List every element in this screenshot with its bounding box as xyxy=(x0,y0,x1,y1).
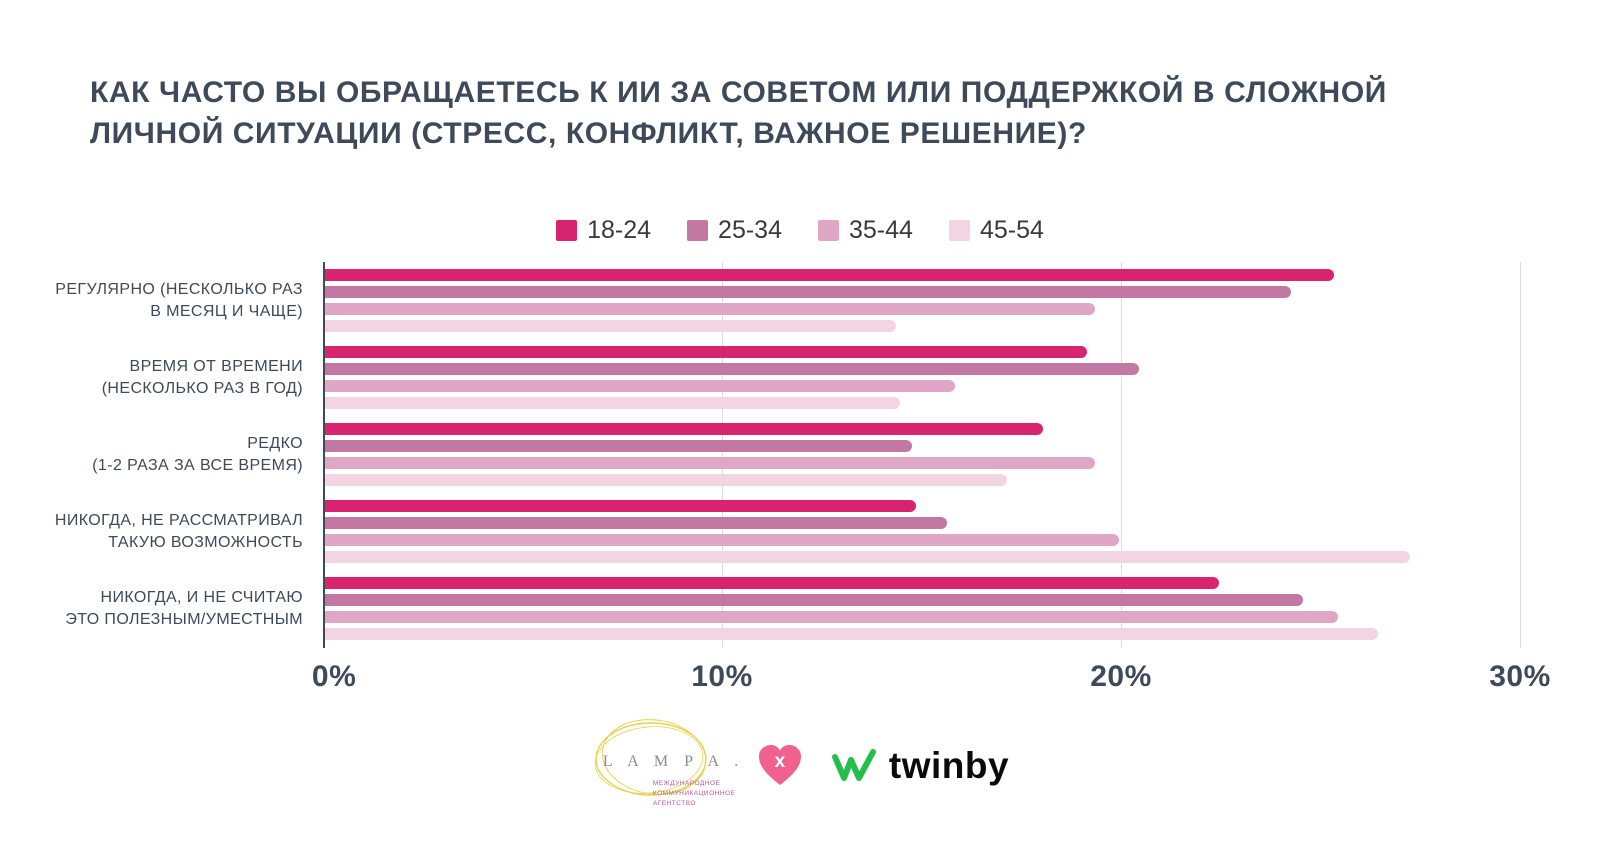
bar-25-34-row4 xyxy=(325,517,948,529)
bar-25-34-row5 xyxy=(325,594,1303,606)
bar-25-34-row1 xyxy=(325,286,1291,298)
legend: 18-24 25-34 35-44 45-54 xyxy=(0,216,1600,245)
x-tick-30pct: 30% xyxy=(1489,660,1551,693)
plot-area xyxy=(323,262,1521,648)
bar-35-44-row1 xyxy=(325,303,1096,315)
category-label: РЕДКО (1-2 РАЗА ЗА ВСЕ ВРЕМЯ) xyxy=(92,434,303,474)
gridline xyxy=(1121,262,1122,648)
category-labels: РЕГУЛЯРНО (НЕСКОЛЬКО РАЗ В МЕСЯЦ И ЧАЩЕ)… xyxy=(0,262,313,648)
y-axis-line xyxy=(323,262,325,648)
legend-item-18-24: 18-24 xyxy=(556,216,651,245)
x-tick-20pct: 20% xyxy=(1090,660,1152,693)
bar-18-24-row2 xyxy=(325,346,1088,358)
x-axis-ticks: 0% 10% 20% 30% xyxy=(312,660,1550,704)
legend-swatch xyxy=(687,220,709,241)
lampa-subtitle: МЕЖДУНАРОДНОЕ КОММУНИКАЦИОННОЕ АГЕНТСТВО xyxy=(652,780,736,807)
category-label: РЕГУЛЯРНО (НЕСКОЛЬКО РАЗ В МЕСЯЦ И ЧАЩЕ) xyxy=(55,280,303,320)
bar-45-54-row4 xyxy=(325,551,1411,563)
footer-logos: L A M P A . МЕЖДУНАРОДНОЕ КОММУНИКАЦИОНН… xyxy=(0,708,1600,818)
category-label: НИКОГДА, НЕ РАССМАТРИВАЛ ТАКУЮ ВОЗМОЖНОС… xyxy=(54,511,303,551)
bar-18-24-row1 xyxy=(325,269,1335,281)
legend-swatch xyxy=(556,220,578,241)
bar-45-54-row2 xyxy=(325,397,900,409)
bar-35-44-row2 xyxy=(325,380,956,392)
legend-swatch xyxy=(948,220,970,241)
bar-45-54-row3 xyxy=(325,474,1008,486)
legend-label: 35-44 xyxy=(849,216,913,244)
legend-label: 18-24 xyxy=(587,216,652,244)
lampa-logo: L A M P A . МЕЖДУНАРОДНОЕ КОММУНИКАЦИОНН… xyxy=(591,715,738,811)
bar-35-44-row4 xyxy=(325,534,1119,546)
twinby-logo: twinby xyxy=(831,745,1009,787)
bar-chart: РЕГУЛЯРНО (НЕСКОЛЬКО РАЗ В МЕСЯЦ И ЧАЩЕ)… xyxy=(0,262,1600,693)
heart-icon xyxy=(758,745,801,785)
bar-45-54-row1 xyxy=(325,320,896,332)
twinby-w-icon xyxy=(831,749,876,781)
category-label: НИКОГДА, И НЕ СЧИТАЮ ЭТО ПОЛЕЗНЫМ/УМЕСТН… xyxy=(65,588,303,628)
bar-35-44-row3 xyxy=(325,457,1096,469)
bar-18-24-row4 xyxy=(325,500,916,512)
category-label: ВРЕМЯ ОТ ВРЕМЕНИ (НЕСКОЛЬКО РАЗ В ГОД) xyxy=(101,357,303,397)
bar-35-44-row5 xyxy=(325,611,1339,623)
legend-label: 45-54 xyxy=(979,216,1044,244)
legend-swatch xyxy=(818,220,839,241)
page-title: КАК ЧАСТО ВЫ ОБРАЩАЕТЕСЬ К ИИ ЗА СОВЕТОМ… xyxy=(90,76,1387,151)
lampa-wordmark: L A M P A . xyxy=(602,753,745,770)
heart-x-icon: x xyxy=(757,744,803,788)
lampa-circle-icon xyxy=(594,719,707,796)
heart-x-label: x xyxy=(774,751,786,772)
x-tick-10pct: 10% xyxy=(691,660,753,693)
bar-18-24-row5 xyxy=(325,577,1219,589)
x-tick-0pct: 0% xyxy=(311,660,357,693)
twinby-wordmark: twinby xyxy=(888,745,1010,786)
gridline xyxy=(722,262,723,648)
bar-25-34-row2 xyxy=(325,363,1139,375)
bar-18-24-row3 xyxy=(325,423,1044,435)
legend-item-35-44: 35-44 xyxy=(818,216,913,245)
legend-item-25-34: 25-34 xyxy=(687,216,782,245)
bar-45-54-row5 xyxy=(325,628,1379,640)
gridline xyxy=(1520,262,1521,648)
legend-item-45-54: 45-54 xyxy=(948,216,1044,245)
bar-25-34-row3 xyxy=(325,440,912,452)
legend-label: 25-34 xyxy=(718,216,782,244)
